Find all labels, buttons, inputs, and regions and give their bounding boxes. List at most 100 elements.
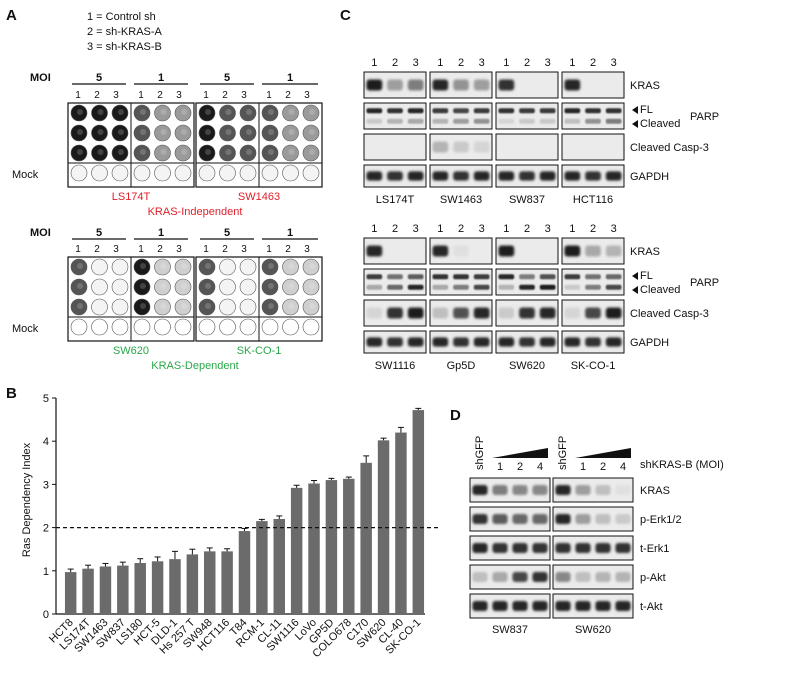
blot-band <box>564 337 581 347</box>
well <box>282 104 299 122</box>
cell-line-label: LS174T <box>376 194 415 206</box>
cell-line-label: SW1463 <box>440 194 482 206</box>
lane-label: 3 <box>479 223 485 235</box>
blot-band <box>564 108 581 114</box>
lane-label: 1 <box>203 244 209 255</box>
blot-band <box>539 337 556 347</box>
bar-chart: 012345HCT8LS174TSW1463SW837LS180HCT-5DLD… <box>43 393 440 660</box>
lane-label: 2 <box>94 90 100 101</box>
lane-label: shGFP <box>557 436 569 470</box>
blot-band <box>555 600 571 612</box>
well <box>70 164 88 182</box>
bar <box>325 480 338 614</box>
blot-band <box>605 108 622 114</box>
blot-band <box>512 542 528 554</box>
y-tick-label: 1 <box>43 566 49 578</box>
row-label-parp: PARP <box>690 277 719 289</box>
well <box>70 258 88 276</box>
blot-band <box>453 171 469 181</box>
blot-band <box>387 307 403 319</box>
lane-label: 2 <box>392 57 398 69</box>
well <box>111 318 129 336</box>
blot-band <box>472 484 488 496</box>
group-label-bottom: KRAS-Dependent <box>151 360 238 372</box>
blot-band <box>564 171 581 181</box>
blot-band <box>605 274 622 280</box>
blot-strip <box>429 102 493 130</box>
well-highlight <box>309 109 315 115</box>
blot-band <box>432 141 449 153</box>
cell-line-label: SW1116 <box>375 360 416 372</box>
blot-band <box>407 108 424 114</box>
lane-label: 3 <box>413 57 419 69</box>
well-highlight <box>118 109 124 115</box>
lane-label: 2 <box>157 244 163 255</box>
lane-label: 3 <box>545 57 551 69</box>
well <box>154 124 171 142</box>
well-highlight <box>77 149 83 155</box>
well <box>239 104 257 122</box>
well <box>282 298 299 316</box>
blot-band <box>564 284 581 290</box>
blot-band <box>453 284 469 290</box>
well-highlight <box>77 303 83 309</box>
well <box>91 298 108 316</box>
well <box>154 144 171 162</box>
well-highlight <box>181 129 187 135</box>
blot-band <box>453 337 469 347</box>
well <box>261 164 279 182</box>
mock-label-bottom: Mock <box>12 323 39 335</box>
bar <box>360 462 372 614</box>
blot-band <box>564 118 581 124</box>
well <box>70 124 88 142</box>
well <box>302 144 320 162</box>
blot-band <box>615 571 631 583</box>
blot-band <box>366 274 383 280</box>
well-highlight <box>309 303 315 309</box>
well <box>91 124 108 142</box>
cell-line-label: SK-CO-1 <box>571 360 616 372</box>
cell-line-label: LS174T <box>112 191 151 203</box>
well-highlight <box>97 109 104 115</box>
blot-band <box>492 571 508 583</box>
blot-band <box>366 284 383 290</box>
lane-label: 2 <box>458 57 464 69</box>
well-highlight <box>205 129 211 135</box>
well <box>133 258 151 276</box>
cell-line-label: SK-CO-1 <box>237 345 282 357</box>
well-highlight <box>246 109 252 115</box>
well-highlight <box>181 283 187 289</box>
well <box>111 104 129 122</box>
lane-label: 1 <box>503 57 509 69</box>
moi-label-bottom: MOI <box>30 227 51 239</box>
blot-band <box>453 141 469 153</box>
well-highlight <box>268 109 274 115</box>
well <box>174 298 192 316</box>
blot-strip <box>495 133 559 161</box>
well-highlight <box>140 109 146 115</box>
lane-label: 2 <box>590 57 596 69</box>
well-highlight <box>118 129 124 135</box>
blot-band <box>585 284 601 290</box>
well <box>219 164 236 182</box>
blot-band <box>585 245 601 257</box>
blot-band <box>575 600 591 612</box>
blot-band <box>532 484 548 496</box>
lane-label: 3 <box>113 90 119 101</box>
well-highlight <box>288 303 295 309</box>
blot-band <box>605 284 622 290</box>
blot-band <box>512 513 528 525</box>
blot-strip <box>561 133 625 161</box>
blot-band <box>472 571 488 583</box>
cell-line-label: SW620 <box>113 345 149 357</box>
well <box>133 124 151 142</box>
blot-band <box>407 284 424 290</box>
blot-band <box>605 245 622 257</box>
well <box>70 104 88 122</box>
bar <box>412 410 425 614</box>
blot-band <box>575 571 591 583</box>
lane-label: 2 <box>600 461 606 473</box>
lane-label: 3 <box>176 244 182 255</box>
blot-band <box>473 337 490 347</box>
well-highlight <box>140 149 146 155</box>
